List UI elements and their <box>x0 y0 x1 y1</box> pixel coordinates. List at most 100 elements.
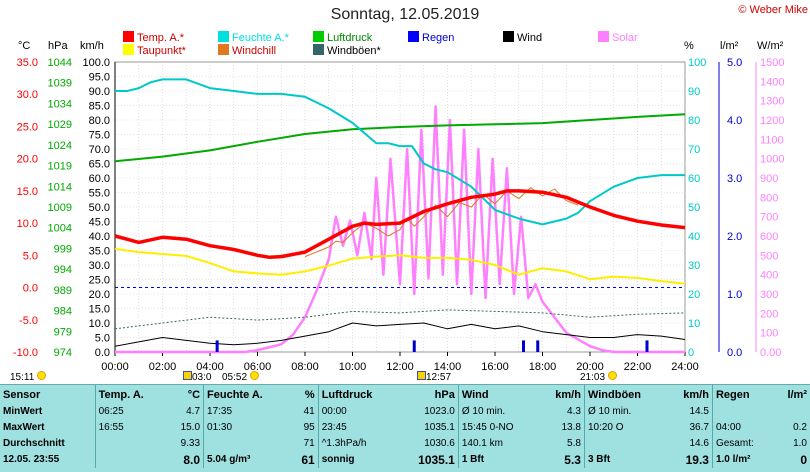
table-cell: 1.0 l/m² <box>711 452 775 468</box>
table-cell: ^1.3hPa/h <box>317 436 399 452</box>
table-cell: 4.3 <box>567 406 581 417</box>
table-cell: 23:45 <box>317 420 399 436</box>
y-tick-label-solar: 1500 <box>760 57 784 69</box>
y-tick-label-wind: 70.0 <box>89 144 110 156</box>
table-cell: 1035.1 <box>418 453 455 467</box>
y-tick-label-wind: 35.0 <box>89 246 110 258</box>
series-line <box>114 247 686 285</box>
y-tick-label-wind: 100.0 <box>82 57 110 69</box>
table-cell: 1023.0 <box>424 406 455 417</box>
table-cell: 8.0 <box>183 453 201 467</box>
legend-swatch <box>598 31 609 42</box>
y-tick-label-wind: 85.0 <box>89 101 110 113</box>
y-tick-label-humidity: 20 <box>688 289 700 301</box>
y-tick-label-temp: 10.0 <box>17 218 38 230</box>
table-cell: 01:30 <box>203 420 291 436</box>
table-cell: Ø 10 min. <box>457 404 540 420</box>
legend-label: Taupunkt* <box>137 45 186 57</box>
x-tick-label: 00:00 <box>101 361 129 373</box>
x-tick-label: 18:00 <box>529 361 557 373</box>
y-tick-label-humidity: 70 <box>688 144 700 156</box>
page-title: Sonntag, 12.05.2019 <box>330 6 480 23</box>
legend-label: Wind <box>517 32 543 44</box>
table-cell: 17:35 <box>203 404 291 420</box>
y-tick-label-pressure: 1044 <box>48 57 72 69</box>
x-tick-label: 16:00 <box>481 361 509 373</box>
column-header: l/m² <box>787 388 807 401</box>
y-tick-label-wind: 90.0 <box>89 86 110 98</box>
y-tick-label-wind: 25.0 <box>89 275 110 287</box>
table-cell: 61 <box>301 453 315 467</box>
y-tick-label-pressure: 1039 <box>48 78 72 90</box>
y-tick-label-rain: 3.0 <box>727 173 742 185</box>
legend-label: Regen <box>422 32 455 44</box>
rain-axis-title: l/m² <box>720 40 739 52</box>
table-cell: 4.7 <box>186 406 201 417</box>
row-label: MaxWert <box>3 422 45 433</box>
y-tick-label-wind: 40.0 <box>89 231 110 243</box>
y-tick-label-solar: 800 <box>760 192 778 204</box>
table-cell: 0.2 <box>793 422 807 433</box>
y-tick-label-temp: 15.0 <box>17 186 38 198</box>
table-cell: 13.8 <box>561 422 581 433</box>
y-tick-label-temp: -10.0 <box>13 347 38 359</box>
table-row: MinWert 06:25 4.7 17:35 41 00:00 1023.0 Ø 10 mi… <box>0 404 810 420</box>
table-cell <box>774 404 810 420</box>
y-tick-label-wind: 0.0 <box>95 347 110 359</box>
y-tick-label-rain: 1.0 <box>727 289 742 301</box>
table-cell: 04:00 <box>711 420 775 436</box>
y-tick-label-pressure: 979 <box>54 326 72 338</box>
y-tick-label-solar: 1000 <box>760 154 784 166</box>
row-label: MinWert <box>3 406 43 417</box>
table-header-row: Sensor Temp. A. °C Feuchte A.% Luftdruck hPa W… <box>0 385 810 404</box>
moonrise-time: 03:0 <box>183 371 211 383</box>
table-cell <box>94 452 168 468</box>
table-cell: 1 Bft <box>457 452 540 468</box>
legend-item: Luftdruck <box>313 31 372 44</box>
wind-axis-title: km/h <box>80 40 104 52</box>
y-tick-label-wind: 75.0 <box>89 130 110 142</box>
series-line <box>114 309 686 330</box>
y-tick-label-pressure: 1009 <box>48 202 72 214</box>
column-header: km/h <box>555 388 581 401</box>
y-tick-label-solar: 1100 <box>760 134 784 146</box>
legend-swatch <box>218 44 229 55</box>
legend-swatch <box>123 44 134 55</box>
y-tick-label-solar: 700 <box>760 212 778 224</box>
legend-item: Solar <box>598 31 638 44</box>
table-cell: 1035.1 <box>424 422 455 433</box>
solar-axis-title: W/m² <box>757 40 784 52</box>
series-line <box>114 189 686 260</box>
moonset-time: 12:57 <box>417 371 451 383</box>
x-tick-label: 20:00 <box>576 361 604 373</box>
y-tick-label-wind: 10.0 <box>89 318 110 330</box>
y-tick-label-solar: 500 <box>760 250 778 262</box>
rain-bar <box>536 340 540 352</box>
legend-swatch <box>408 31 419 42</box>
series-line <box>115 105 685 354</box>
legend-label: Windböen* <box>327 45 381 57</box>
table-row: 12.05. 23:55 8.0 5.04 g/m³ 61 sonnig 1035.1 1 … <box>0 452 810 468</box>
table-cell: 14.5 <box>689 406 709 417</box>
y-tick-label-wind: 80.0 <box>89 115 110 127</box>
table-cell <box>583 436 668 452</box>
y-tick-label-temp: 20.0 <box>17 154 38 166</box>
sunrise-time: 05:52 <box>222 371 259 383</box>
table-cell: 1030.6 <box>424 438 455 449</box>
y-tick-label-wind: 95.0 <box>89 72 110 84</box>
y-tick-label-solar: 200 <box>760 308 778 320</box>
column-header: hPa <box>434 388 455 401</box>
moonset-icon <box>417 371 426 380</box>
y-tick-label-solar: 300 <box>760 289 778 301</box>
column-header: Regen <box>711 385 775 404</box>
y-tick-label-solar: 1300 <box>760 96 784 108</box>
moon-icon <box>183 371 192 380</box>
table-cell: 41 <box>303 406 315 417</box>
table-cell: 9.33 <box>180 438 201 449</box>
table-cell: 15.0 <box>180 422 201 433</box>
copyright: © Weber Mike <box>738 4 808 16</box>
table-cell: 15:45 0-NO <box>457 420 540 436</box>
legend-swatch <box>218 31 229 42</box>
x-tick-label: 14:00 <box>434 361 462 373</box>
x-tick-label: 08:00 <box>291 361 319 373</box>
